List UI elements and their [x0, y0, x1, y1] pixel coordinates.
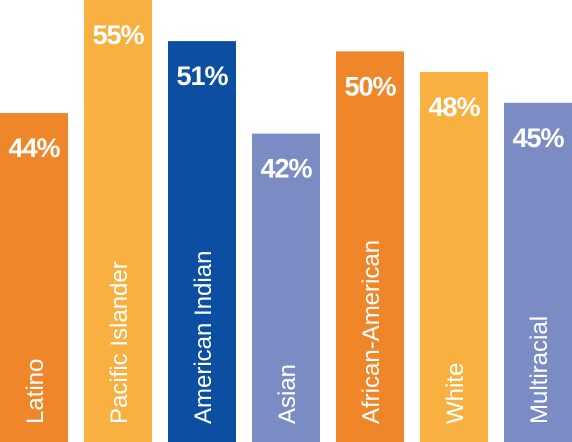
bar — [84, 0, 152, 442]
bar — [0, 113, 68, 442]
category-label: African-American — [358, 240, 385, 424]
bar — [420, 71, 488, 442]
bar — [168, 41, 236, 442]
value-label: 44% — [8, 133, 60, 163]
category-label: American Indian — [190, 251, 217, 424]
value-label: 55% — [92, 20, 144, 50]
category-label: Pacific Islander — [106, 261, 133, 424]
value-label: 45% — [512, 123, 564, 153]
category-label: White — [442, 363, 469, 424]
bar — [252, 133, 320, 442]
value-label: 50% — [344, 71, 396, 101]
value-label: 51% — [176, 61, 228, 91]
category-label: Multiracial — [526, 316, 553, 424]
category-label: Asian — [274, 364, 301, 424]
value-label: 42% — [260, 154, 312, 184]
bar — [336, 51, 404, 442]
bar — [504, 102, 572, 442]
value-label: 48% — [428, 92, 480, 122]
category-label: Latino — [22, 359, 49, 424]
